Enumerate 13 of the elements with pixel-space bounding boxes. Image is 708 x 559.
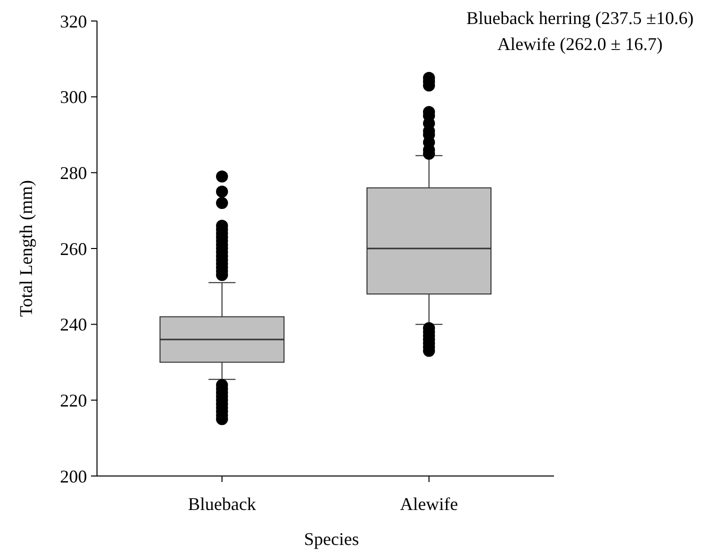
y-tick-label: 240 xyxy=(60,314,87,335)
y-axis-title: Total Length (mm) xyxy=(16,180,36,317)
x-tick-label: Alewife xyxy=(400,494,458,514)
x-axis-title: Species xyxy=(304,529,359,549)
y-tick-label: 280 xyxy=(60,162,87,183)
y-tick-label: 300 xyxy=(60,87,87,108)
annotation: Alewife (262.0 ± 16.7) xyxy=(497,34,663,54)
annotation: Blueback herring (237.5 ±10.6) xyxy=(466,8,694,28)
y-tick-label: 260 xyxy=(60,238,87,259)
y-tick-label: 200 xyxy=(60,466,87,486)
y-tick-label: 320 xyxy=(60,11,87,32)
x-tick-label: Blueback xyxy=(188,494,256,514)
y-tick-label: 220 xyxy=(60,390,87,410)
